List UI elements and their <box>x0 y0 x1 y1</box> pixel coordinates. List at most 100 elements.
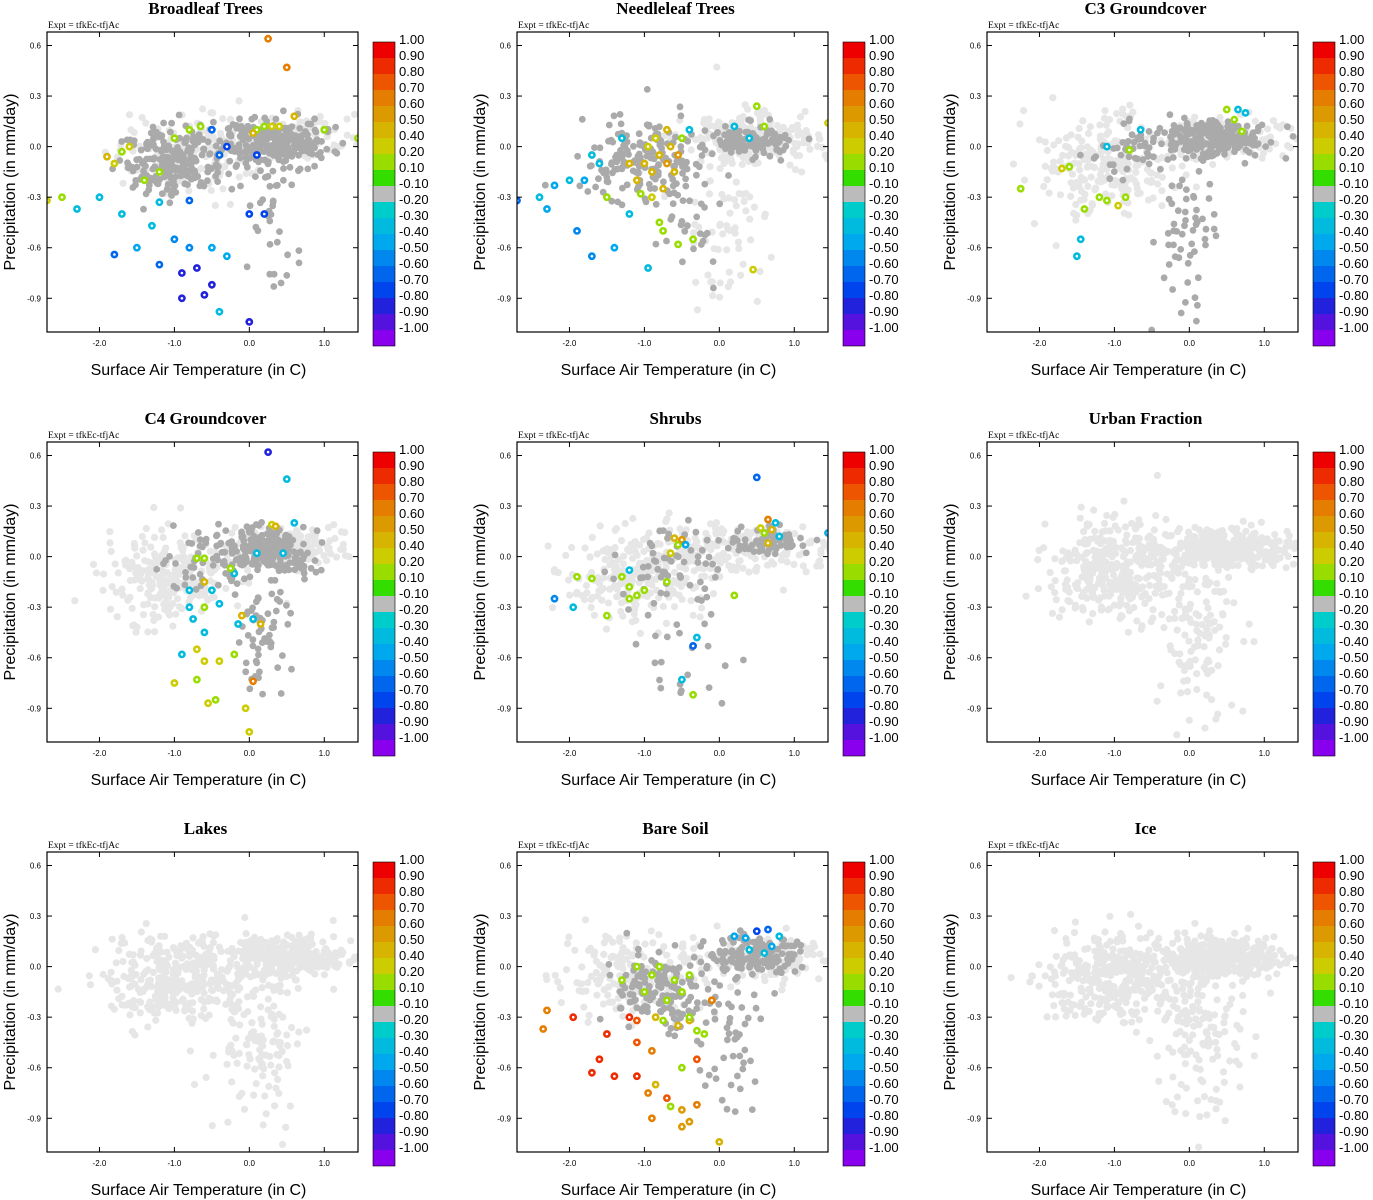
background-point <box>208 987 216 995</box>
colorbar-label: 0.10 <box>869 160 894 175</box>
active-point <box>684 671 692 679</box>
colorbar-swatch <box>843 580 865 596</box>
active-point <box>196 536 204 544</box>
background-point <box>1263 535 1271 543</box>
background-point <box>687 597 695 605</box>
active-point <box>1120 120 1128 127</box>
background-point <box>1050 158 1058 166</box>
background-point <box>1100 114 1109 122</box>
active-point <box>1178 176 1186 184</box>
highlight-point <box>245 728 254 736</box>
colorbar-label: -0.70 <box>869 272 899 287</box>
plot-frame <box>46 441 359 743</box>
background-point <box>119 957 127 966</box>
highlight-point <box>290 112 299 121</box>
colorbar-label: 0.90 <box>869 458 894 473</box>
background-point <box>1193 685 1201 694</box>
background-point <box>1133 617 1141 625</box>
background-point <box>723 156 731 164</box>
highlight-point <box>118 210 126 218</box>
background-point <box>709 590 718 598</box>
highlight-point <box>663 125 671 134</box>
colorbar-label: -0.80 <box>399 698 429 713</box>
active-point <box>254 594 262 602</box>
highlight-point <box>648 167 656 176</box>
colorbar-swatch <box>843 548 865 564</box>
highlight-point <box>110 159 119 168</box>
colorbar-label: 0.20 <box>399 144 424 159</box>
background-point <box>1108 192 1116 200</box>
active-point <box>1205 132 1212 140</box>
background-point <box>662 517 670 526</box>
background-point <box>593 550 602 558</box>
background-point <box>1216 113 1224 121</box>
active-point <box>1169 286 1176 293</box>
colorbar-label: -0.70 <box>869 682 899 697</box>
background-point <box>1091 527 1099 535</box>
colorbar-swatch <box>1313 298 1335 314</box>
colorbar-label: -0.50 <box>1339 650 1369 665</box>
highlight-point <box>192 554 201 563</box>
background-point <box>160 600 168 608</box>
highlight-point <box>670 167 679 176</box>
background-point <box>178 605 186 613</box>
background-point <box>1261 549 1269 557</box>
background-point <box>315 546 324 555</box>
background-point <box>136 575 145 583</box>
highlight-point <box>603 611 611 620</box>
active-point <box>729 144 737 152</box>
background-point <box>627 540 635 548</box>
background-point <box>1230 551 1238 560</box>
highlight-point <box>678 675 686 684</box>
colorbar-label: 1.00 <box>1339 32 1364 47</box>
background-point <box>617 607 625 616</box>
highlight-point <box>1237 127 1246 136</box>
colorbar-label: -0.80 <box>869 288 899 303</box>
colorbar-label: 0.90 <box>399 48 424 63</box>
background-point <box>1050 141 1058 149</box>
highlight-point <box>1230 115 1239 124</box>
background-point <box>243 566 252 574</box>
background-point <box>228 529 236 537</box>
active-point <box>289 536 297 544</box>
background-point <box>146 577 154 585</box>
colorbar-swatch <box>843 330 865 346</box>
active-point <box>1169 142 1177 150</box>
highlight-point <box>659 226 667 235</box>
active-point <box>623 181 631 189</box>
background-point <box>1182 171 1190 179</box>
active-point <box>1139 156 1147 164</box>
background-point <box>1111 543 1119 551</box>
colorbar-label: -0.40 <box>869 634 899 649</box>
active-point <box>1181 208 1189 216</box>
active-point <box>149 165 157 173</box>
active-point <box>741 536 749 544</box>
background-point <box>716 559 725 567</box>
active-point <box>1188 138 1195 145</box>
colorbar-swatch <box>843 266 865 282</box>
active-point <box>679 258 686 266</box>
x-tick-label: -2.0 <box>1033 339 1047 348</box>
active-point <box>224 125 232 133</box>
active-point <box>254 543 262 551</box>
highlight-point <box>260 210 269 218</box>
colorbar-label: 0.40 <box>399 538 424 553</box>
active-point <box>1198 119 1205 127</box>
active-point <box>605 121 613 129</box>
colorbar-label: 0.20 <box>869 144 894 159</box>
background-point <box>115 947 123 955</box>
colorbar-swatch <box>1313 468 1335 484</box>
background-point <box>1202 624 1210 632</box>
points-layer <box>1022 471 1298 739</box>
background-point <box>145 977 153 985</box>
active-point <box>280 165 287 172</box>
active-point <box>143 140 150 148</box>
background-point <box>124 596 132 604</box>
y-axis-label: Precipitation (in mm/day) <box>2 94 19 271</box>
highlight-point <box>215 599 224 608</box>
active-point <box>123 136 131 144</box>
highlight-point <box>1234 105 1242 114</box>
active-point <box>785 536 793 544</box>
background-point <box>1065 588 1073 596</box>
background-point <box>670 568 679 576</box>
